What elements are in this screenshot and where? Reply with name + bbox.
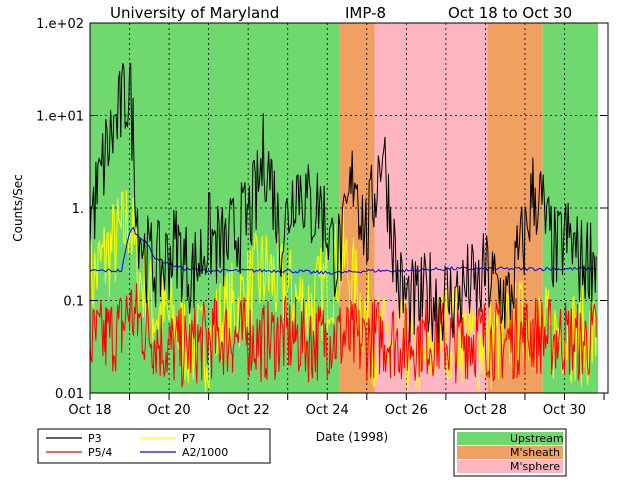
axis-ticks: 0.01 0.1 1. 1.e+01 1.e+02 Oct 18 Oct 20 Oct 22 O…	[36, 17, 608, 418]
y-tick-label: 1.e+02	[36, 17, 84, 32]
region-legend-swatch	[457, 446, 563, 459]
region-legend-swatch	[457, 460, 563, 473]
region-legend-swatch	[457, 432, 563, 445]
x-tick-label: Oct 28	[464, 403, 507, 418]
x-tick-label: Oct 30	[543, 403, 586, 418]
y-axis-label: Counts/Sec	[11, 174, 25, 242]
series-line-p54	[89, 283, 597, 388]
legend-label: P7	[182, 432, 196, 445]
series-lines	[89, 62, 597, 394]
y-tick-label: 0.1	[63, 295, 84, 310]
y-tick-label: 0.01	[55, 387, 84, 402]
y-tick-label: 1.	[72, 202, 84, 217]
x-tick-label: Oct 22	[227, 403, 270, 418]
x-tick-label: Oct 18	[68, 403, 111, 418]
title-institution: University of Maryland	[110, 4, 279, 22]
series-legend: P3 P7 P5/4 A2/1000	[37, 428, 271, 464]
title-period: Oct 18 to Oct 30	[448, 4, 572, 22]
region-legend-label: M'sheath	[510, 446, 560, 459]
legend-label: P5/4	[88, 446, 112, 459]
region-legend-label: Upstream	[510, 432, 564, 445]
x-tick-label: Oct 20	[148, 403, 191, 418]
x-axis-label: Date (1998)	[316, 430, 388, 444]
series-line-a21000	[89, 226, 597, 275]
x-tick-label: Oct 24	[306, 403, 349, 418]
x-tick-label: Oct 26	[385, 403, 428, 418]
title-spacecraft: IMP-8	[345, 4, 386, 22]
series-line-p3	[89, 62, 597, 343]
legend-label: P3	[88, 432, 102, 445]
legend-label: A2/1000	[182, 446, 228, 459]
y-tick-label: 1.e+01	[36, 110, 84, 125]
region-legend-label: M'sphere	[510, 460, 560, 473]
